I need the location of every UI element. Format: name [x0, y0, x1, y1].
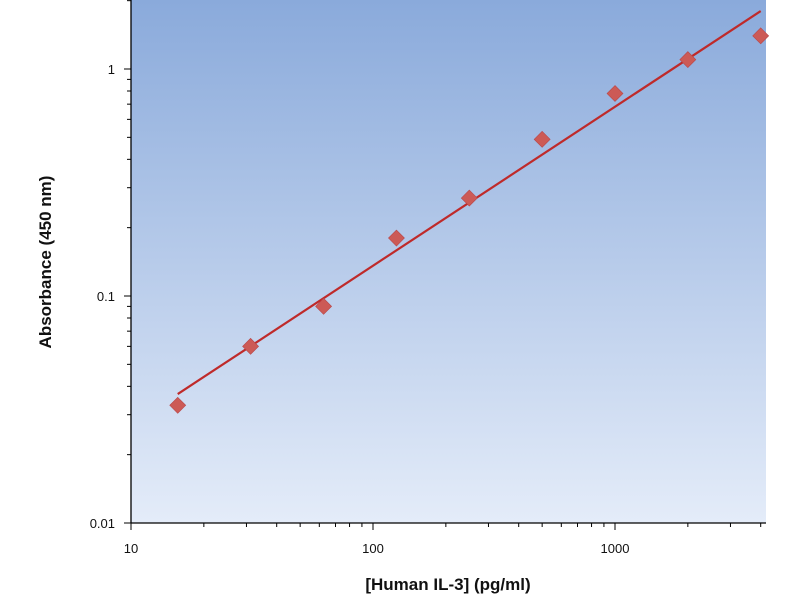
data-point-diamond [533, 130, 551, 148]
y-tick-label: 0.1 [97, 289, 115, 304]
plot-area [131, 0, 766, 523]
y-tick-label: 1 [108, 62, 115, 77]
data-point-diamond [169, 396, 187, 414]
data-points [169, 27, 770, 414]
tick-labels: 10 100 1000 0.01 0.1 1 [90, 62, 630, 556]
y-axis-title: Absorbance (450 nm) [36, 176, 55, 349]
x-axis-title: [Human IL-3] (pg/ml) [365, 575, 530, 594]
x-tick-label: 1000 [601, 541, 630, 556]
data-point-diamond [752, 27, 770, 45]
x-tick-label: 100 [362, 541, 384, 556]
y-tick-label: 0.01 [90, 516, 115, 531]
data-point-diamond [606, 85, 624, 102]
data-point-diamond [315, 297, 333, 315]
data-point-diamond [679, 51, 697, 69]
axis-ticks [124, 0, 762, 530]
data-point-diamond [460, 189, 478, 207]
data-point-diamond [242, 337, 260, 355]
x-tick-label: 10 [124, 541, 138, 556]
data-point-diamond [388, 229, 405, 247]
axes [130, 0, 766, 524]
